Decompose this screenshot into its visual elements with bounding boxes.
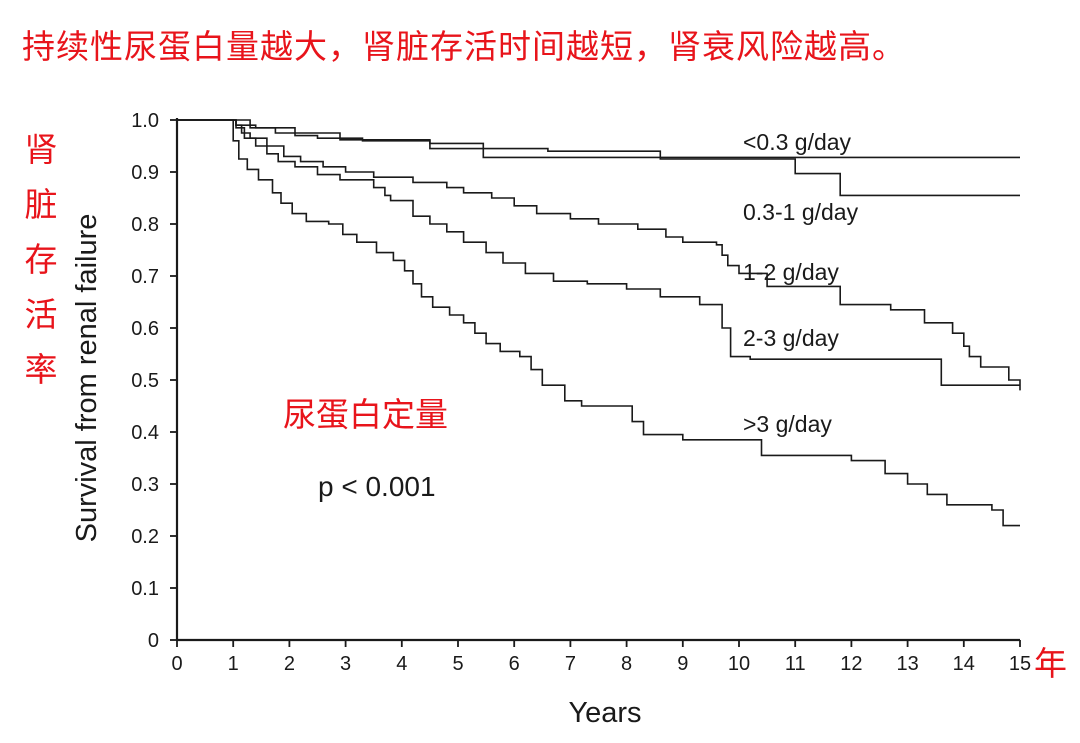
y-tick-label: 0.9 <box>131 162 159 184</box>
y-tick-label: 0.6 <box>131 318 159 340</box>
plot-area: 0 1 2 3 4 5 6 7 8 9 10 11 12 13 14 1500.10.20.30.40.50.… <box>131 110 1031 675</box>
y-tick-label: 0.2 <box>131 526 159 548</box>
y-tick-label: 0.3 <box>131 474 159 496</box>
y-tick-label: 0.4 <box>131 422 159 444</box>
y-tick-label: 0.7 <box>131 266 159 288</box>
x-tick-label: 11 <box>785 653 806 675</box>
survival-curve-0 <box>177 119 1020 159</box>
y-label-char: 肾 <box>24 130 58 169</box>
proteinuria-annotation: 尿蛋白定量 <box>283 395 448 434</box>
survival-curve-1 <box>177 119 1020 197</box>
survival-curve-4 <box>177 119 1020 527</box>
series-label: 0.3-1 g/day <box>743 199 859 225</box>
y-label-char: 活 <box>24 295 58 334</box>
y-label-char: 脏 <box>24 185 58 224</box>
p-value-annotation: p < 0.001 <box>318 471 436 502</box>
y-tick-label: 0.5 <box>131 370 159 392</box>
x-tick-label: 9 <box>677 653 688 675</box>
x-tick-label: 0 <box>171 653 182 675</box>
x-tick-label: 10 <box>728 653 750 675</box>
x-tick-label: 6 <box>509 653 520 675</box>
x-axis-title: Years <box>568 697 641 729</box>
y-label-char: 率 <box>24 350 58 389</box>
y-axis-title: Survival from renal failure <box>71 214 103 543</box>
y-axis-label-cn: 肾 脏 存 活 率 <box>18 122 64 397</box>
x-axis-unit-cn: 年 <box>1034 644 1067 683</box>
survival-curve-2 <box>177 119 1021 391</box>
x-tick-label: 15 <box>1009 653 1031 675</box>
series-label: 2-3 g/day <box>743 325 839 351</box>
x-tick-label: 13 <box>896 653 918 675</box>
survival-curve-3 <box>177 119 1020 386</box>
x-tick-label: 2 <box>284 653 295 675</box>
page-title: 持续性尿蛋白量越大，肾脏存活时间越短，肾衰风险越高。 <box>22 27 906 66</box>
x-tick-label: 14 <box>953 653 975 675</box>
x-tick-label: 4 <box>396 653 407 675</box>
x-tick-label: 8 <box>621 653 632 675</box>
y-tick-label: 0.1 <box>131 578 159 600</box>
y-tick-label: 0.8 <box>131 214 159 236</box>
x-tick-label: 5 <box>452 653 463 675</box>
series-label: <0.3 g/day <box>743 129 852 155</box>
x-tick-label: 7 <box>565 653 576 675</box>
x-tick-label: 1 <box>228 653 239 675</box>
x-tick-label: 3 <box>340 653 351 675</box>
series-label: >3 g/day <box>743 411 832 437</box>
y-tick-label: 0 <box>148 630 159 652</box>
series-label: 1-2 g/day <box>743 259 839 285</box>
y-tick-label: 1.0 <box>131 110 159 132</box>
y-label-char: 存 <box>24 240 58 279</box>
x-tick-label: 12 <box>840 653 862 675</box>
